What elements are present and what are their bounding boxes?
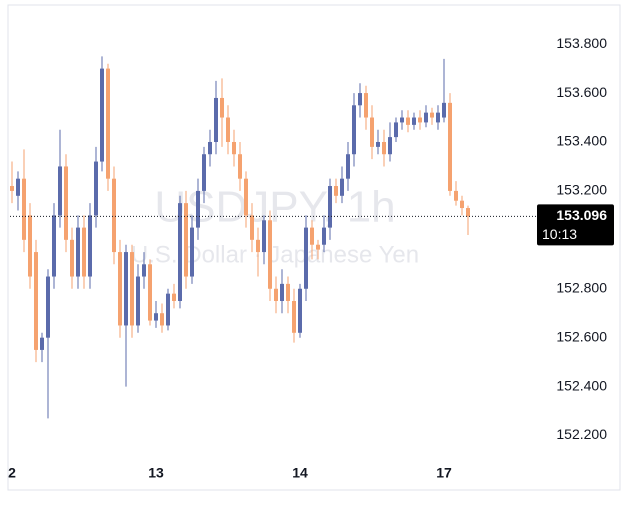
candle-body xyxy=(46,276,50,338)
candle-body xyxy=(178,203,182,301)
candle-body xyxy=(184,203,188,277)
candle-body xyxy=(172,293,176,301)
candle-body xyxy=(22,178,26,240)
last-price-label: 153.096 xyxy=(556,207,607,223)
candle-body xyxy=(376,141,380,147)
candle-body xyxy=(220,97,224,118)
candle-body xyxy=(130,252,134,326)
candle-body xyxy=(370,117,374,147)
x-tick-label: 14 xyxy=(292,465,308,481)
candle-body xyxy=(304,227,308,289)
candle-body xyxy=(286,283,290,301)
candle-body xyxy=(406,117,410,125)
candle-body xyxy=(118,252,122,326)
candle-body xyxy=(244,178,248,216)
x-tick-label: 17 xyxy=(436,465,452,481)
candle-body xyxy=(136,276,140,326)
countdown-label: 10:13 xyxy=(542,226,577,242)
candle-body xyxy=(352,105,356,155)
candle-body xyxy=(460,200,464,209)
candle-body xyxy=(322,227,326,245)
watermark-subtitle: U.S. Dollar · Japanese Yen xyxy=(131,241,419,268)
candle-body xyxy=(148,264,152,321)
candle-body xyxy=(52,215,56,277)
candle-body xyxy=(142,264,146,277)
candle-body xyxy=(34,252,38,350)
candle-body xyxy=(340,178,344,196)
candle-body xyxy=(358,93,362,106)
candle-body xyxy=(430,112,434,118)
candle-body xyxy=(82,227,86,277)
candle-body xyxy=(316,244,320,250)
candle-body xyxy=(154,313,158,321)
candle-body xyxy=(28,215,32,277)
candle-body xyxy=(292,300,296,333)
y-tick-label: 153.600 xyxy=(556,84,607,100)
candle-body xyxy=(334,186,338,196)
candle-body xyxy=(280,283,284,301)
candle-body xyxy=(394,122,398,138)
candle-body xyxy=(112,178,116,253)
candle-body xyxy=(70,239,74,277)
candle-body xyxy=(76,227,80,277)
candle-body xyxy=(412,117,416,125)
candle-body xyxy=(466,208,470,217)
candle-body xyxy=(454,190,458,201)
chart-frame xyxy=(7,4,621,491)
candle-body xyxy=(160,313,164,326)
candle-body xyxy=(400,117,404,123)
candle-body xyxy=(208,141,212,155)
candle-body xyxy=(166,293,170,326)
candle-body xyxy=(382,141,386,155)
candle-body xyxy=(124,252,128,326)
candle-body xyxy=(442,102,446,118)
candle-body xyxy=(40,337,44,350)
candle-body xyxy=(238,154,242,179)
candle-body xyxy=(16,178,20,196)
y-tick-label: 153.400 xyxy=(556,133,607,149)
candle-body xyxy=(226,117,230,142)
candle-body xyxy=(262,220,266,253)
candle-body xyxy=(388,137,392,155)
last-price-box xyxy=(537,204,614,246)
y-tick-label: 153.800 xyxy=(556,35,607,51)
candle-body xyxy=(106,68,110,179)
x-tick-label: 2 xyxy=(8,465,16,481)
candle-body xyxy=(94,161,98,216)
y-tick-label: 152.400 xyxy=(556,377,607,393)
candle-body xyxy=(274,288,278,301)
candle-body xyxy=(298,288,302,333)
candle-body xyxy=(448,102,452,191)
candle-body xyxy=(328,186,332,228)
candle-body xyxy=(250,215,254,240)
candle-body xyxy=(88,215,92,277)
candle-body xyxy=(100,68,104,162)
x-tick-label: 13 xyxy=(148,465,164,481)
candle-body xyxy=(346,154,350,179)
candle-body xyxy=(214,97,218,142)
candle-body xyxy=(364,93,368,118)
candle-body xyxy=(64,166,68,240)
candle-body xyxy=(10,186,14,191)
candle-body xyxy=(424,112,428,123)
y-tick-label: 152.600 xyxy=(556,328,607,344)
y-tick-label: 153.200 xyxy=(556,182,607,198)
candle-body xyxy=(310,227,314,245)
candle-body xyxy=(190,227,194,277)
watermark-title: USDJPY, 1h xyxy=(154,183,395,232)
candle-body xyxy=(232,141,236,155)
candle-body xyxy=(196,190,200,228)
y-tick-label: 152.800 xyxy=(556,279,607,295)
candle-body xyxy=(418,117,422,123)
y-tick-label: 152.200 xyxy=(556,426,607,442)
candle-body xyxy=(436,112,440,123)
candle-body xyxy=(256,239,260,253)
candle-body xyxy=(268,220,272,289)
candle-body xyxy=(202,154,206,191)
candle-body xyxy=(58,166,62,216)
